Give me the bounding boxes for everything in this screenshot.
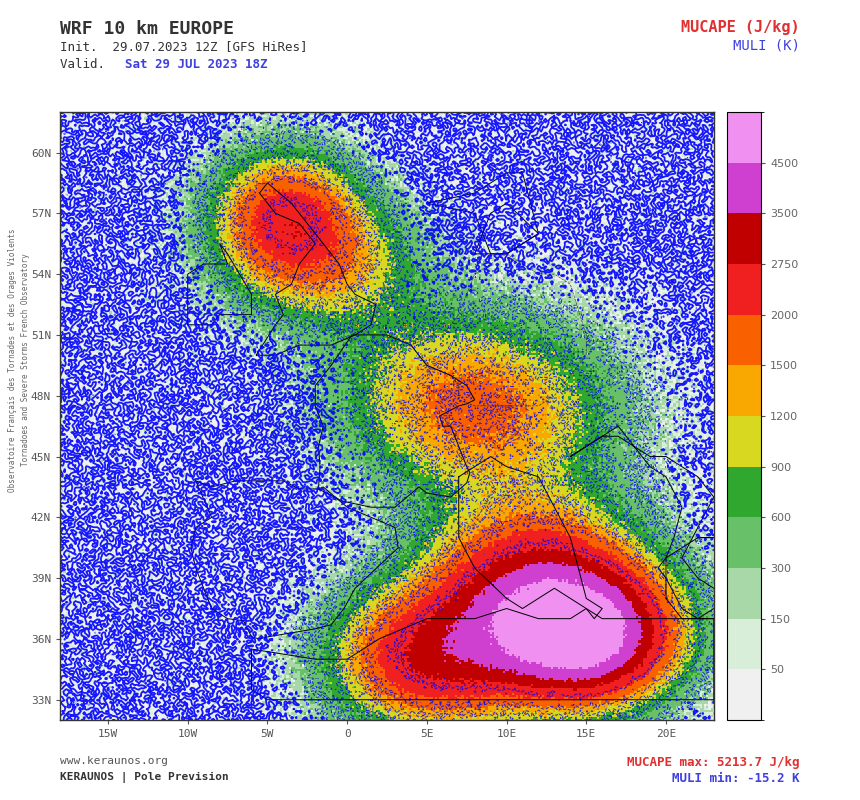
Text: -3: -3 bbox=[551, 407, 562, 418]
Text: MULI min: -15.2 K: MULI min: -15.2 K bbox=[673, 772, 800, 785]
Text: -2: -2 bbox=[595, 409, 605, 418]
Text: -1: -1 bbox=[215, 267, 224, 276]
Text: -4: -4 bbox=[496, 429, 508, 441]
Text: -3: -3 bbox=[653, 563, 662, 572]
Text: -2: -2 bbox=[560, 345, 570, 355]
Text: -3: -3 bbox=[531, 476, 541, 485]
Text: -1: -1 bbox=[398, 273, 408, 284]
Text: Init.  29.07.2023 12Z [GFS HiRes]: Init. 29.07.2023 12Z [GFS HiRes] bbox=[60, 40, 308, 53]
Text: -4: -4 bbox=[484, 425, 494, 434]
Text: -1: -1 bbox=[666, 708, 677, 718]
Text: Sat 29 JUL 2023 18Z: Sat 29 JUL 2023 18Z bbox=[125, 58, 267, 70]
Text: -1: -1 bbox=[362, 164, 372, 173]
Text: -1: -1 bbox=[611, 362, 622, 372]
Text: -1: -1 bbox=[368, 364, 379, 374]
Text: MUCAPE max: 5213.7 J/kg: MUCAPE max: 5213.7 J/kg bbox=[627, 756, 800, 769]
Text: -3: -3 bbox=[559, 382, 571, 394]
Text: -2: -2 bbox=[444, 487, 456, 499]
Text: -6: -6 bbox=[267, 232, 275, 241]
Text: -2: -2 bbox=[588, 467, 597, 476]
Text: -1: -1 bbox=[385, 469, 395, 477]
Text: -3: -3 bbox=[525, 476, 537, 489]
Text: -2: -2 bbox=[589, 398, 600, 410]
Text: -2: -2 bbox=[358, 283, 368, 294]
Text: Valid.: Valid. bbox=[60, 58, 113, 70]
Text: -1: -1 bbox=[629, 458, 642, 470]
Text: -2: -2 bbox=[445, 504, 458, 516]
Text: -4: -4 bbox=[512, 426, 523, 438]
Text: -1: -1 bbox=[406, 328, 418, 340]
Text: -1: -1 bbox=[380, 468, 391, 479]
Text: WRF 10 km EUROPE: WRF 10 km EUROPE bbox=[60, 20, 234, 38]
Text: -1: -1 bbox=[376, 430, 387, 440]
Text: www.keraunos.org: www.keraunos.org bbox=[60, 756, 169, 766]
Text: -2: -2 bbox=[606, 420, 617, 431]
Text: -2: -2 bbox=[337, 609, 347, 618]
Text: Tornadoes and Severe Storms French Observatory: Tornadoes and Severe Storms French Obser… bbox=[22, 254, 30, 466]
Text: MULI (K): MULI (K) bbox=[733, 38, 800, 53]
Text: KERAUNOS | Pole Prevision: KERAUNOS | Pole Prevision bbox=[60, 772, 229, 783]
Text: -2: -2 bbox=[595, 434, 605, 442]
Text: -6: -6 bbox=[544, 688, 556, 700]
Text: -4: -4 bbox=[500, 403, 512, 414]
Text: -4: -4 bbox=[464, 698, 476, 710]
Text: -4: -4 bbox=[246, 246, 259, 258]
Text: Observatoire Français des Tornades et des Orages Violents: Observatoire Français des Tornades et de… bbox=[9, 228, 17, 492]
Text: -2: -2 bbox=[425, 543, 434, 553]
Text: -1: -1 bbox=[390, 292, 401, 302]
Text: -2: -2 bbox=[359, 701, 369, 710]
Text: -3: -3 bbox=[455, 405, 465, 415]
Text: -2: -2 bbox=[410, 435, 422, 446]
Text: -3: -3 bbox=[534, 365, 544, 375]
Text: -1: -1 bbox=[687, 554, 697, 562]
Text: -4: -4 bbox=[520, 410, 531, 421]
Text: -3: -3 bbox=[504, 475, 514, 486]
Text: -3: -3 bbox=[340, 194, 349, 202]
Text: MUCAPE (J/kg): MUCAPE (J/kg) bbox=[681, 20, 800, 35]
